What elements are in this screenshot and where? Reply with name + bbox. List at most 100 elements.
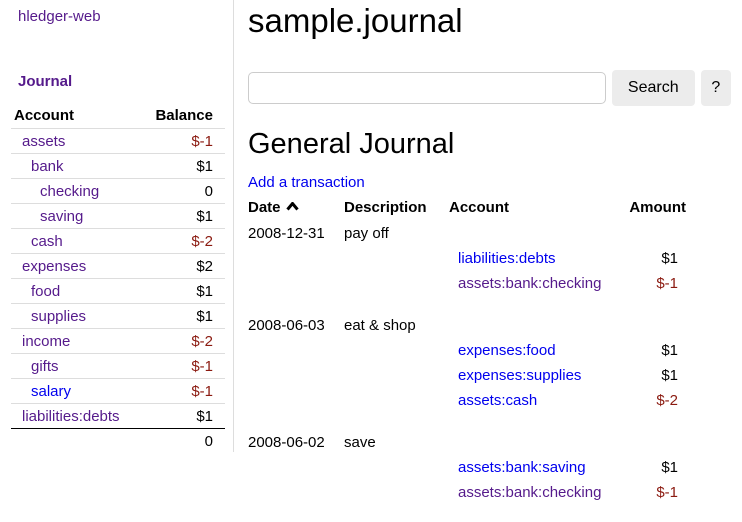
transaction-spacer [248,413,686,430]
posting-account-cell: assets:bank:saving [449,455,628,480]
account-name-cell: assets [11,128,155,154]
sidebar-item-journal[interactable]: Journal [18,73,73,90]
account-balance: $-1 [155,353,225,379]
account-row: bank $1 [11,153,225,179]
account-balance: $-2 [155,328,225,354]
account-row: salary $-1 [11,378,225,404]
account-row: supplies $1 [11,303,225,329]
main-content: sample.journal Search ? General Journal … [248,0,742,501]
posting-amount: $-1 [656,275,678,292]
account-name-cell: salary [11,378,155,404]
posting-account-cell: liabilities:debts [449,246,628,271]
account-balance: $1 [155,203,225,229]
account-name-cell: expenses [11,253,155,279]
col-header-amount: Amount [629,198,686,216]
account-row: checking 0 [11,178,225,204]
transaction-spacer [248,505,686,522]
account-name-cell: liabilities:debts [11,403,155,429]
posting-row: assets:bank:checking $-1 [248,271,686,296]
register-table: Date Description Account Amount 2008-12-… [248,196,686,522]
sidebar-account-link[interactable]: expenses [22,258,87,275]
transaction-description: eat & shop [344,317,416,334]
transaction-date: 2008-12-31 [248,225,325,242]
posting-amount: $1 [661,367,678,384]
account-name-cell: food [11,278,155,304]
sidebar-account-link[interactable]: food [31,283,61,300]
posting-account-link[interactable]: liabilities:debts [458,250,556,267]
accounts-total-row: 0 [11,428,225,453]
posting-amount: $-1 [656,484,678,501]
accounts-header-row: Account Balance [11,104,225,129]
col-header-account: Account [449,198,509,216]
col-header-date-label: Date [248,199,281,216]
register-header-row: Date Description Account Amount [248,196,686,221]
accounts-header-balance: Balance [155,107,213,124]
sidebar-account-link[interactable]: checking [40,183,100,200]
account-balance: $1 [155,303,225,329]
account-name-cell: gifts [11,353,155,379]
account-balance: $1 [155,278,225,304]
account-row: liabilities:debts $1 [11,403,225,429]
add-transaction-link[interactable]: Add a transaction [248,174,365,191]
sidebar-account-link[interactable]: assets [22,133,66,150]
account-row: assets $-1 [11,128,225,154]
posting-account-cell: assets:bank:checking [449,480,628,505]
search-form: Search ? [248,70,731,106]
posting-account-link[interactable]: assets:bank:checking [458,484,602,501]
sidebar-account-link[interactable]: income [22,333,71,350]
transaction-date: 2008-06-03 [248,317,325,334]
account-name-cell: income [11,328,155,354]
posting-row: assets:cash $-2 [248,388,686,413]
transaction-date: 2008-06-02 [248,434,325,451]
transaction-row: 2008-06-02 save [248,430,686,455]
transaction-row: 2008-06-03 eat & shop [248,313,686,338]
caret-up-icon [285,198,299,215]
sidebar-nav: Journal [18,73,224,90]
account-row: expenses $2 [11,253,225,279]
register-heading: General Journal [248,128,455,160]
accounts-total-spacer [11,428,155,453]
account-name-cell: cash [11,228,155,254]
account-row: cash $-2 [11,228,225,254]
posting-row: assets:bank:saving $1 [248,455,686,480]
account-name-cell: supplies [11,303,155,329]
accounts-table: Account Balance assets $-1 bank $1 checking 0… [11,104,225,453]
posting-amount: $1 [661,459,678,476]
search-input[interactable] [248,72,606,104]
posting-account-link[interactable]: expenses:food [458,342,556,359]
accounts-header-account: Account [14,107,74,124]
sidebar-account-link[interactable]: saving [40,208,84,225]
accounts-total-value: 0 [155,428,225,453]
posting-account-link[interactable]: assets:bank:saving [458,459,586,476]
account-balance: $-1 [155,128,225,154]
brand-link[interactable]: hledger-web [18,8,101,25]
transaction-description: save [344,434,376,451]
posting-amount: $1 [661,250,678,267]
account-balance: 0 [155,178,225,204]
account-balance: $-1 [155,378,225,404]
sidebar-account-link[interactable]: bank [31,158,64,175]
sidebar-account-link[interactable]: cash [31,233,63,250]
sidebar-account-link[interactable]: salary [31,383,72,400]
posting-account-cell: expenses:food [449,338,628,363]
search-help-button[interactable]: ? [700,70,731,106]
search-button[interactable]: Search [611,70,695,106]
sidebar-account-link[interactable]: gifts [31,358,59,375]
posting-account-cell: assets:bank:checking [449,271,628,296]
col-header-date[interactable]: Date [248,196,344,221]
posting-account-link[interactable]: assets:bank:checking [458,275,602,292]
posting-account-cell: assets:cash [449,388,628,413]
account-row: saving $1 [11,203,225,229]
sidebar: hledger-web Journal Account Balance asse… [0,0,234,453]
posting-amount: $-2 [656,392,678,409]
account-balance: $1 [155,153,225,179]
account-name-cell: bank [11,153,155,179]
col-header-description: Description [344,198,427,216]
sidebar-account-link[interactable]: liabilities:debts [22,408,120,425]
posting-account-link[interactable]: assets:cash [458,392,538,409]
account-row: food $1 [11,278,225,304]
transaction-description: pay off [344,225,389,242]
posting-account-link[interactable]: expenses:supplies [458,367,582,384]
sidebar-account-link[interactable]: supplies [31,308,87,325]
posting-account-cell: expenses:supplies [449,363,628,388]
